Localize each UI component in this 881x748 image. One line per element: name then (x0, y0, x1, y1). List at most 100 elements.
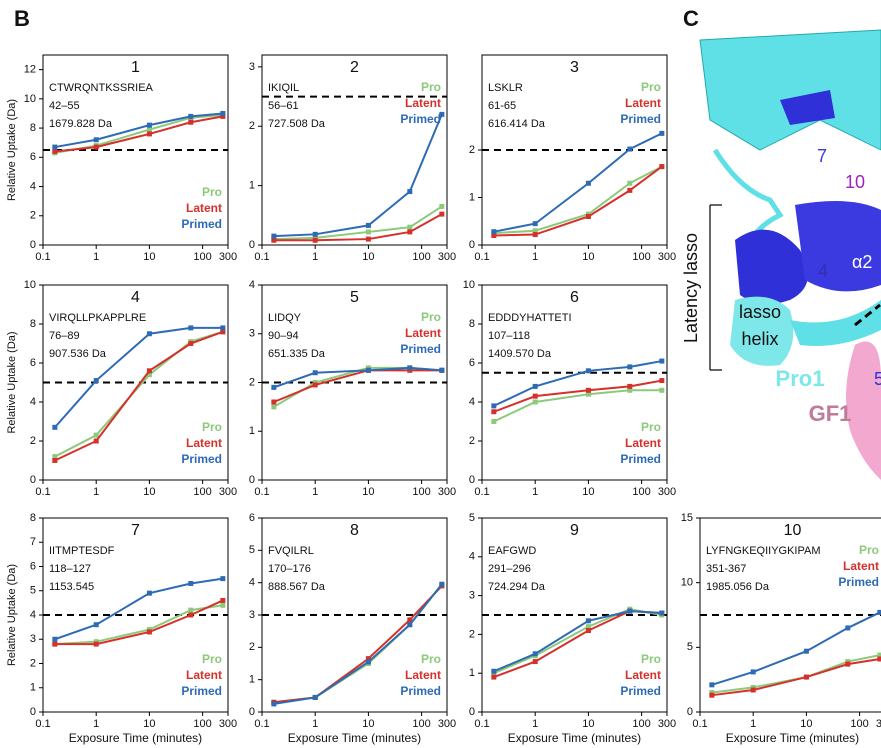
data-point (532, 659, 538, 665)
residues: 107–118 (488, 330, 530, 342)
data-point (93, 432, 99, 438)
data-point (659, 387, 665, 393)
y-tick-label: 2 (30, 210, 36, 222)
y-tick-label: 0 (30, 706, 36, 718)
y-tick-label: 8 (30, 318, 36, 330)
panel-title: 3 (570, 59, 579, 76)
panel-title: 7 (131, 522, 140, 539)
y-tick-label: 5 (687, 641, 693, 653)
x-tick-label: 1 (532, 251, 538, 263)
data-point (271, 701, 277, 707)
data-point (220, 602, 226, 608)
x-tick-label: 10 (800, 718, 812, 730)
data-point (627, 364, 633, 370)
data-point (407, 229, 413, 235)
data-point (52, 458, 58, 463)
data-point (365, 229, 371, 235)
y-tick-label: 2 (249, 641, 255, 653)
peptide: LYFNGKEQIIYGKIPAM (706, 545, 821, 557)
x-tick-label: 0.1 (692, 718, 707, 730)
x-tick-label: 10 (362, 486, 374, 498)
data-point (627, 608, 633, 614)
mass: 1409.570 Da (488, 348, 552, 360)
data-point (220, 597, 226, 603)
structure: Latency lasso 7 10 4 α2 lasso helix Pro1… (681, 29, 881, 480)
x-tick-label: 100 (632, 718, 650, 730)
y-tick-label: 12 (24, 64, 36, 76)
y-axis-label: Relative Uptake (Da) (6, 331, 18, 433)
x-tick-label: 10 (362, 718, 374, 730)
data-point (585, 368, 591, 374)
x-tick-label: 0.1 (35, 251, 50, 263)
x-tick-label: 1 (532, 486, 538, 498)
legend-entry: Primed (620, 684, 661, 698)
x-tick-label: 10 (143, 486, 155, 498)
data-point (585, 624, 591, 630)
data-point (845, 661, 851, 667)
data-point (52, 144, 58, 150)
legend-entry: Primed (400, 112, 441, 126)
data-point (188, 580, 194, 586)
data-point (627, 387, 633, 393)
data-point (312, 237, 318, 243)
x-tick-label: 100 (632, 251, 650, 263)
series-line (711, 611, 881, 686)
beta-sheet (699, 29, 881, 151)
y-tick-label: 8 (30, 122, 36, 134)
data-point (93, 144, 99, 150)
y-tick-label: 3 (30, 633, 36, 645)
data-point (220, 110, 226, 116)
data-point (532, 221, 538, 227)
y-tick-label: 2 (30, 657, 36, 669)
residues: 42–55 (49, 100, 80, 112)
y-tick-label: 2 (30, 435, 36, 447)
y-tick-label: 5 (249, 544, 255, 556)
residues: 90–94 (268, 330, 299, 342)
dashed-marker (854, 303, 881, 327)
data-point (52, 641, 58, 647)
x-tick-label: 10 (582, 251, 594, 263)
y-tick-label: 0 (687, 706, 693, 718)
peptide: IITMPTESDF (49, 545, 115, 557)
strand (780, 90, 835, 125)
panel-title: 1 (131, 59, 140, 76)
x-tick-label: 300 (438, 486, 456, 498)
panel: 0 1 2 3 4 5 6 0.1 1 10 100 300 Exposure Time (minute… (249, 512, 456, 745)
residues: 291–296 (488, 563, 531, 575)
panel: 0 2 4 6 8 10 0.1 1 10 100 300 6 EDDDYHATTETI 107–118 1… (463, 279, 676, 498)
y-tick-label: 3 (249, 61, 255, 73)
data-point (659, 130, 665, 136)
x-tick-label: 300 (658, 718, 676, 730)
legend-entry: Primed (620, 112, 661, 126)
data-point (585, 628, 591, 634)
x-tick-label: 100 (412, 486, 430, 498)
structure-label: Pro1 (776, 366, 825, 391)
panel: 0 1 2 3 4 0.1 1 10 100 300 5 LIDQY 90–94 651.335 Da Pr… (249, 279, 456, 498)
mass: 724.294 Da (488, 581, 546, 593)
data-point (750, 669, 756, 675)
residues: 56–61 (268, 100, 299, 112)
data-point (585, 387, 591, 393)
data-point (585, 180, 591, 186)
legend-entry: Primed (620, 452, 661, 466)
data-point (407, 622, 413, 628)
legend-entry: Primed (400, 342, 441, 356)
data-point (627, 187, 633, 193)
data-point (439, 581, 445, 587)
legend-entry: Pro (641, 652, 661, 666)
panel: 0 1 2 3 4 5 6 7 8 0.1 1 10 100 300 Relative Uptake (Da… (6, 512, 237, 745)
peptide: CTWRQNTKSSRIEA (49, 82, 154, 94)
y-tick-label: 2 (249, 120, 255, 132)
data-point (93, 641, 99, 647)
x-tick-label: 100 (412, 251, 430, 263)
peptide: IKIQIL (268, 82, 299, 94)
data-point (491, 403, 497, 409)
y-tick-label: 0 (249, 474, 255, 486)
y-tick-label: 2 (469, 144, 475, 156)
data-point (750, 684, 756, 690)
data-point (407, 365, 413, 371)
data-point (52, 424, 58, 430)
x-tick-label: 300 (219, 486, 237, 498)
x-tick-label: 1 (312, 718, 318, 730)
data-point (439, 211, 445, 217)
